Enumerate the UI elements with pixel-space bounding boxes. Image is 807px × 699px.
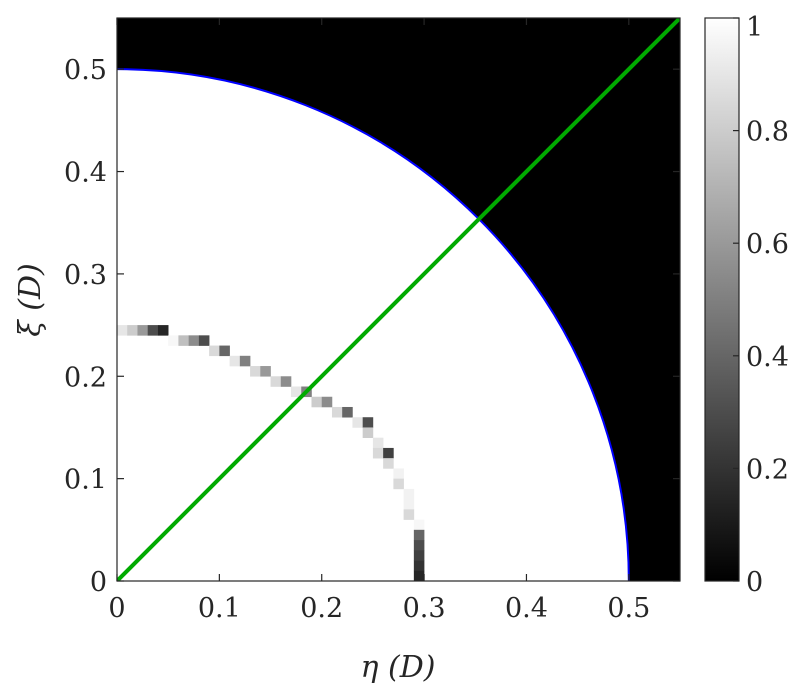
heatmap-cell [383,458,394,469]
heatmap-cell [291,386,302,398]
heatmap-cell [413,529,425,541]
x-tick-label: 0.4 [505,593,548,624]
heatmap-cell [321,396,333,408]
colorbar-gradient [704,17,740,582]
colorbar-tick-label: 0.6 [746,229,789,260]
heatmap-cell [331,406,343,418]
heatmap-cell [352,417,363,428]
colorbar-ticks: 0 0.2 0.4 0.6 0.8 1 [733,12,789,598]
heatmap-cell [168,335,179,346]
x-tick-label: 0 [108,593,125,624]
y-tick-label: 0.5 [64,55,107,86]
heatmap-cell [413,540,425,551]
heatmap-cell [280,376,292,387]
heatmap-cell [311,396,323,408]
x-tick-label: 0.1 [198,593,241,624]
y-tick-label: 0 [90,567,107,598]
y-tick-label: 0.1 [64,465,107,496]
heatmap-cell [403,488,415,500]
colorbar-tick-label: 0.8 [746,117,789,148]
y-tick-label: 0.4 [64,158,107,189]
colorbar-tick-label: 1 [746,12,763,43]
diagonal-line [117,18,680,581]
y-tick-label: 0.2 [64,362,107,393]
heatmap-cell [229,355,241,367]
plot-area [117,18,680,581]
colorbar-tick-label: 0.2 [746,454,789,485]
heatmap-cell [413,519,425,531]
heatmap-cell [209,345,220,357]
heatmap-cell [383,447,394,459]
heatmap-cell [239,355,251,367]
plot-frame [116,17,681,582]
heatmap-cell [393,478,404,490]
heatmap-cell [117,325,128,336]
y-axis-label: ξ (D) [13,263,48,337]
heatmap-cell [413,570,425,581]
heatmap-cell [137,325,149,336]
heatmap-cell [157,325,169,336]
x-tick-label: 0.5 [607,593,650,624]
heatmap-cell [260,366,271,377]
colorbar-tick-label: 0.4 [746,342,789,373]
heatmap-cell [362,417,374,428]
heatmap-cell [147,325,159,336]
heatmap-cell [413,560,425,572]
heatmap-cell [178,335,189,346]
boundary-cells [117,325,425,581]
heatmap-cell [362,427,374,438]
heatmap-cell [250,366,261,377]
heatmap-cell [270,376,282,387]
heatmap-cell [413,550,425,561]
y-tick-label: 0.3 [64,260,107,291]
heatmap-cell [342,406,353,418]
heatmap-cell [127,325,138,336]
x-tick-label: 0.3 [403,593,446,624]
colorbar: 0 0.2 0.4 0.6 0.8 1 [704,12,789,598]
heatmap-cell [393,468,404,479]
heatmap-cell [198,335,210,346]
colorbar-tick-label: 0 [746,567,763,598]
x-axis-label: η (D) [361,650,436,685]
heatmap-cell [372,447,384,459]
heatmap-cell [372,437,384,449]
heatmap-cell [219,345,230,357]
x-tick-label: 0.2 [300,593,343,624]
heatmap-cell [403,499,415,510]
x-axis-ticks: 0 0.1 0.2 0.3 0.4 0.5 [108,18,650,624]
heatmap-cell [188,335,200,346]
heatmap-cell [403,509,415,520]
y-axis-ticks: 0 0.1 0.2 0.3 0.4 0.5 [64,55,680,598]
